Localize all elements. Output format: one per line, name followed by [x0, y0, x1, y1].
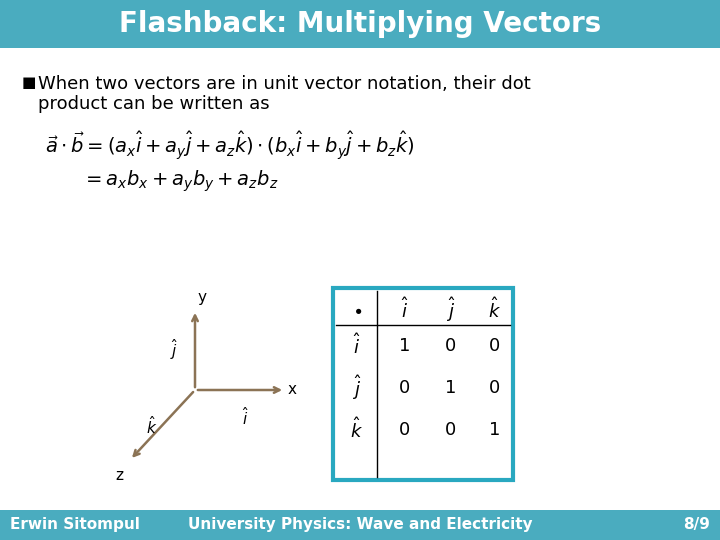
Bar	[333, 288, 513, 480]
Text: 0: 0	[446, 421, 456, 439]
Text: $\hat{j}$: $\hat{j}$	[171, 338, 179, 362]
Text: $\bullet$: $\bullet$	[352, 301, 362, 319]
Text: 0: 0	[400, 379, 410, 397]
Text: When two vectors are in unit vector notation, their dot: When two vectors are in unit vector nota…	[38, 75, 531, 93]
Text: Erwin Sitompul: Erwin Sitompul	[10, 517, 140, 532]
Text: Flashback: Multiplying Vectors: Flashback: Multiplying Vectors	[119, 10, 601, 38]
Text: $\hat{i}$: $\hat{i}$	[242, 406, 248, 428]
Text: $\hat{k}$: $\hat{k}$	[351, 417, 364, 442]
Text: $= a_x b_x + a_y b_y + a_z b_z$: $= a_x b_x + a_y b_y + a_z b_z$	[82, 168, 279, 193]
Text: 8/9: 8/9	[683, 517, 710, 532]
Text: University Physics: Wave and Electricity: University Physics: Wave and Electricity	[188, 517, 532, 532]
Text: $\hat{k}$: $\hat{k}$	[145, 415, 157, 437]
Text: $\vec{a}\cdot\vec{b}=(a_x\hat{i}+a_y\hat{j}+a_z\hat{k})\cdot(b_x\hat{i}+b_y\hat{: $\vec{a}\cdot\vec{b}=(a_x\hat{i}+a_y\hat…	[45, 130, 415, 163]
Text: $\hat{j}$: $\hat{j}$	[446, 295, 456, 325]
Text: 0: 0	[490, 337, 500, 355]
Text: 0: 0	[490, 379, 500, 397]
Text: 1: 1	[445, 379, 456, 397]
Bar	[0, 0, 720, 48]
Text: $\hat{j}$: $\hat{j}$	[352, 374, 362, 402]
Text: 0: 0	[446, 337, 456, 355]
Text: x: x	[288, 382, 297, 397]
Text: $\hat{k}$: $\hat{k}$	[488, 298, 502, 322]
Text: $\hat{i}$: $\hat{i}$	[353, 334, 361, 359]
Text: $\hat{i}$: $\hat{i}$	[401, 298, 409, 322]
Text: 1: 1	[490, 421, 500, 439]
Text: ■: ■	[22, 75, 37, 90]
Text: 1: 1	[400, 337, 410, 355]
Bar	[0, 510, 720, 540]
Text: 0: 0	[400, 421, 410, 439]
Text: z: z	[115, 468, 123, 483]
Text: y: y	[198, 290, 207, 305]
Text: product can be written as: product can be written as	[38, 95, 269, 113]
